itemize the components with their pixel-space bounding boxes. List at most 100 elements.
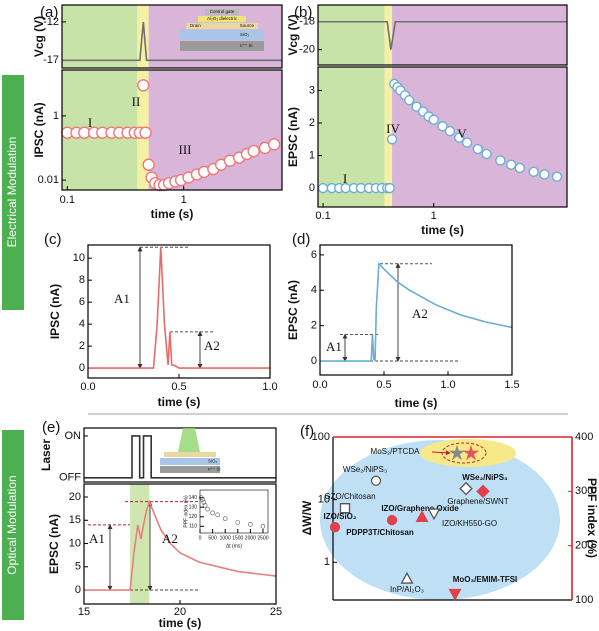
point bbox=[386, 134, 398, 145]
point bbox=[329, 522, 341, 533]
x-tick-label: 1000 bbox=[220, 535, 231, 541]
inset-label: SiO₂ bbox=[240, 32, 250, 37]
y2-tick-label: 200 bbox=[575, 540, 593, 552]
y-tick-label: 0 bbox=[79, 362, 85, 374]
series-line bbox=[318, 20, 567, 50]
series-line bbox=[320, 261, 513, 362]
y-tick-label: 10 bbox=[318, 494, 330, 506]
plot-frame bbox=[199, 489, 269, 534]
x-tick-label: 0.5 bbox=[171, 381, 186, 393]
point-label: WSe₂/NiPS₃ bbox=[343, 465, 387, 474]
y-tick-label: 8 bbox=[79, 274, 85, 286]
point bbox=[139, 126, 152, 139]
plot-frame bbox=[61, 69, 283, 191]
x-tick-label: 1.0 bbox=[262, 381, 277, 393]
y-tick-label: -18 bbox=[299, 16, 315, 28]
y-tick-label: 0 bbox=[311, 355, 317, 367]
panel-label: (b) bbox=[294, 4, 312, 21]
x-tick-label: 0.5 bbox=[376, 379, 391, 391]
point bbox=[215, 512, 220, 518]
point bbox=[462, 444, 480, 461]
point bbox=[415, 510, 429, 523]
point bbox=[427, 508, 441, 521]
shaded-region bbox=[318, 5, 385, 65]
point bbox=[437, 121, 448, 132]
y-tick-label: -17 bbox=[43, 54, 59, 66]
y-tick-label: 0 bbox=[309, 182, 315, 194]
annotation: I bbox=[88, 115, 92, 130]
x-tick-label: 1 bbox=[431, 210, 437, 222]
y-tick-label: 120 bbox=[189, 514, 198, 520]
y-tick-label: 15 bbox=[69, 514, 81, 526]
y2-tick-label: 100 bbox=[575, 594, 593, 606]
annotation: IV bbox=[386, 121, 400, 136]
annotation: A2 bbox=[412, 306, 428, 321]
x-tick-label: 2000 bbox=[245, 535, 256, 541]
y-tick-label: 1 bbox=[309, 149, 315, 161]
shaded-region bbox=[130, 484, 150, 604]
point-label: WSe₂/NiPS₃ bbox=[462, 473, 508, 482]
inset-label: SiO₂ bbox=[208, 459, 218, 464]
point bbox=[551, 171, 563, 182]
side-label: Optical Modulation bbox=[5, 475, 19, 574]
x-tick-label: 0.0 bbox=[312, 379, 327, 391]
x-tick-label: 0 bbox=[199, 535, 202, 541]
point bbox=[235, 520, 241, 525]
point bbox=[222, 516, 228, 521]
point bbox=[137, 79, 150, 92]
inset-label: Source bbox=[240, 23, 255, 28]
y-tick-label: 5 bbox=[75, 561, 81, 573]
y-axis-label: EPSC (nA) bbox=[286, 107, 300, 167]
point bbox=[248, 522, 253, 527]
point bbox=[472, 143, 483, 155]
inset-label: n⁺⁺ Si bbox=[240, 43, 253, 48]
x-tick-label: 1 bbox=[181, 194, 187, 206]
point bbox=[454, 132, 465, 143]
shaded-region bbox=[392, 67, 567, 207]
point-label: IZO/Graphene Oxide bbox=[381, 504, 459, 513]
y-tick-label: 0 bbox=[75, 584, 81, 596]
point bbox=[268, 138, 281, 151]
inset-label: Drain bbox=[190, 23, 201, 28]
side-label-box bbox=[2, 430, 24, 620]
y-tick-label: 140 bbox=[189, 495, 198, 501]
series-line bbox=[62, 21, 282, 62]
x-axis-label: time (s) bbox=[158, 395, 201, 409]
point-label: MoS₂/PTCDA bbox=[371, 447, 421, 456]
x-tick-label: 500 bbox=[208, 535, 217, 541]
y-axis-label: EPSC (nA) bbox=[286, 280, 300, 340]
point bbox=[202, 502, 208, 508]
point-label: IZO/KH550-GO bbox=[442, 519, 497, 528]
point bbox=[444, 125, 456, 137]
point bbox=[461, 137, 473, 148]
point bbox=[200, 497, 205, 502]
point bbox=[403, 95, 415, 106]
point bbox=[339, 503, 351, 514]
annotation: A1 bbox=[89, 531, 105, 546]
y-tick-label: 6 bbox=[79, 296, 85, 308]
x-tick-label: 2500 bbox=[257, 535, 268, 541]
y-axis-label: IPSC (nA) bbox=[32, 102, 46, 157]
shaded-region bbox=[62, 5, 138, 68]
y-tick-label: -20 bbox=[299, 44, 315, 56]
x-axis-label: time (s) bbox=[395, 396, 438, 410]
y-tick-label: 2 bbox=[311, 320, 317, 332]
point bbox=[428, 114, 439, 125]
y-tick-label: 10 bbox=[73, 252, 85, 264]
y-tick-label: 3 bbox=[309, 84, 315, 96]
y-axis-label: Laser bbox=[39, 439, 53, 471]
point bbox=[400, 571, 414, 584]
x-axis-label: Δt (ms) bbox=[226, 543, 242, 549]
y-tick-label: ON bbox=[65, 430, 82, 442]
point bbox=[528, 166, 539, 178]
point bbox=[505, 159, 517, 170]
x-tick-label: 1.0 bbox=[440, 379, 455, 391]
x-tick-label: 20 bbox=[174, 606, 186, 618]
y2-tick-label: 400 bbox=[575, 431, 593, 443]
panel-label: (c) bbox=[44, 231, 62, 248]
device-inset: Control gate Al₂O₃ dielectric Drain Sour… bbox=[180, 9, 264, 51]
y-axis-label: EPSC (nA) bbox=[47, 514, 61, 574]
y2-tick-label: 300 bbox=[575, 485, 593, 497]
point-label: Graphene/SWNT bbox=[447, 497, 508, 506]
annotation: A1 bbox=[326, 339, 342, 354]
